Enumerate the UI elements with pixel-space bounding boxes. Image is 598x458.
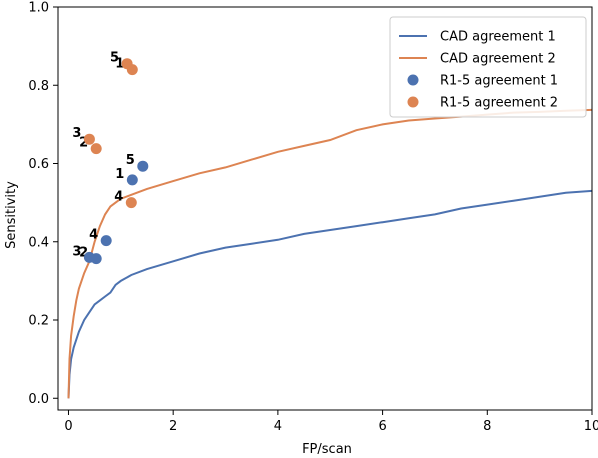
y-tick-label: 0.8 bbox=[28, 79, 49, 94]
data-point bbox=[137, 160, 149, 172]
legend-box bbox=[389, 16, 587, 118]
point-label: 4 bbox=[114, 190, 123, 205]
legend-swatch-4 bbox=[407, 96, 419, 108]
y-tick-label: 0.6 bbox=[28, 157, 49, 172]
legend: CAD agreement 1 CAD agreement 2 R1-5 agree… bbox=[389, 16, 587, 118]
point-label: 2 bbox=[79, 136, 88, 151]
y-axis-label: Sensitivity bbox=[4, 181, 19, 249]
data-point bbox=[100, 235, 112, 247]
x-tick-label: 10 bbox=[584, 419, 598, 434]
point-label: 5 bbox=[110, 51, 119, 66]
series-line-1 bbox=[67, 189, 593, 399]
point-label: 3 bbox=[72, 126, 81, 141]
point-label: 1 bbox=[115, 167, 124, 182]
y-tick-label: 1.0 bbox=[28, 1, 49, 16]
point-label: 2 bbox=[79, 246, 88, 261]
point-label: 4 bbox=[89, 228, 98, 243]
data-point bbox=[90, 143, 102, 155]
x-tick-label: 4 bbox=[274, 419, 282, 434]
x-tick-label: 0 bbox=[64, 419, 72, 434]
axes-frame bbox=[57, 6, 593, 411]
x-tick-label: 2 bbox=[169, 419, 177, 434]
y-tick-label: 0.0 bbox=[28, 392, 49, 407]
legend-swatch-3 bbox=[407, 74, 419, 86]
x-tick-label: 6 bbox=[378, 419, 386, 434]
data-point bbox=[83, 133, 95, 145]
point-label: 5 bbox=[126, 153, 135, 168]
legend-entry-3: R1-5 agreement 1 bbox=[440, 74, 558, 89]
y-tick-label: 0.4 bbox=[28, 235, 49, 250]
data-point bbox=[126, 174, 138, 186]
point-label: 3 bbox=[72, 244, 81, 259]
y-tick-label: 0.2 bbox=[28, 314, 49, 329]
axes: 0 2 4 6 8 100.00.20.40.60.81.0 bbox=[28, 1, 598, 435]
data-point bbox=[125, 197, 137, 209]
legend-entry-1: CAD agreement 1 bbox=[440, 30, 556, 45]
x-tick-label: 8 bbox=[483, 419, 491, 434]
point-label: 1 bbox=[115, 57, 124, 72]
legend-entry-4: R1-5 agreement 2 bbox=[440, 96, 558, 111]
data-point bbox=[121, 58, 133, 70]
legend-entry-2: CAD agreement 2 bbox=[440, 52, 556, 67]
data-point bbox=[83, 251, 95, 263]
x-axis-label: FP/scan bbox=[302, 442, 352, 457]
